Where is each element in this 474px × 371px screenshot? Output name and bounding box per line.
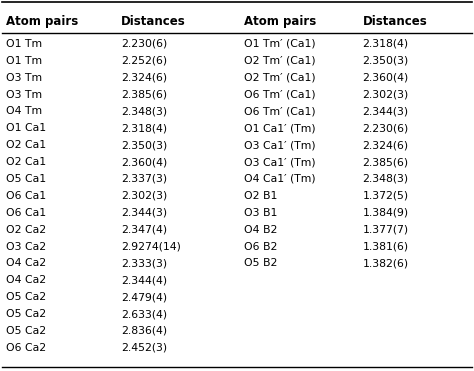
Text: 2.360(4): 2.360(4) (121, 157, 167, 167)
Text: Distances: Distances (363, 15, 428, 28)
Text: O6 Ca2: O6 Ca2 (6, 343, 46, 353)
Text: O5 Ca2: O5 Ca2 (6, 309, 46, 319)
Text: O1 Ca1′ (Tm): O1 Ca1′ (Tm) (244, 123, 316, 133)
Text: O6 Tm′ (Ca1): O6 Tm′ (Ca1) (244, 89, 316, 99)
Text: Distances: Distances (121, 15, 186, 28)
Text: O1 Tm′ (Ca1): O1 Tm′ (Ca1) (244, 39, 316, 49)
Text: 2.318(4): 2.318(4) (363, 39, 409, 49)
Text: 2.344(4): 2.344(4) (121, 275, 167, 285)
Text: 2.350(3): 2.350(3) (121, 140, 167, 150)
Text: O2 B1: O2 B1 (244, 191, 277, 201)
Text: 1.372(5): 1.372(5) (363, 191, 409, 201)
Text: 2.385(6): 2.385(6) (121, 89, 167, 99)
Text: 2.252(6): 2.252(6) (121, 56, 167, 66)
Text: Atom pairs: Atom pairs (244, 15, 316, 28)
Text: O6 Ca1: O6 Ca1 (6, 191, 46, 201)
Text: O2 Ca1: O2 Ca1 (6, 157, 46, 167)
Text: 1.377(7): 1.377(7) (363, 224, 409, 234)
Text: O2 Ca2: O2 Ca2 (6, 224, 46, 234)
Text: 2.348(3): 2.348(3) (363, 174, 409, 184)
Text: O2 Tm′ (Ca1): O2 Tm′ (Ca1) (244, 73, 316, 83)
Text: O3 B1: O3 B1 (244, 208, 277, 218)
Text: 2.324(6): 2.324(6) (121, 73, 167, 83)
Text: 2.452(3): 2.452(3) (121, 343, 167, 353)
Text: 1.381(6): 1.381(6) (363, 242, 409, 252)
Text: O1 Tm: O1 Tm (6, 56, 42, 66)
Text: O4 Ca2: O4 Ca2 (6, 275, 46, 285)
Text: 2.230(6): 2.230(6) (363, 123, 409, 133)
Text: 2.302(3): 2.302(3) (121, 191, 167, 201)
Text: O2 Tm′ (Ca1): O2 Tm′ (Ca1) (244, 56, 316, 66)
Text: O4 Ca1′ (Tm): O4 Ca1′ (Tm) (244, 174, 316, 184)
Text: O3 Tm: O3 Tm (6, 73, 42, 83)
Text: 2.318(4): 2.318(4) (121, 123, 167, 133)
Text: 2.479(4): 2.479(4) (121, 292, 167, 302)
Text: 1.382(6): 1.382(6) (363, 258, 409, 268)
Text: 2.385(6): 2.385(6) (363, 157, 409, 167)
Text: 2.337(3): 2.337(3) (121, 174, 167, 184)
Text: O4 Ca2: O4 Ca2 (6, 258, 46, 268)
Text: O6 Tm′ (Ca1): O6 Tm′ (Ca1) (244, 106, 316, 116)
Text: 2.302(3): 2.302(3) (363, 89, 409, 99)
Text: O6 Ca1: O6 Ca1 (6, 208, 46, 218)
Text: 2.350(3): 2.350(3) (363, 56, 409, 66)
Text: O4 Tm: O4 Tm (6, 106, 42, 116)
Text: 2.230(6): 2.230(6) (121, 39, 167, 49)
Text: 2.360(4): 2.360(4) (363, 73, 409, 83)
Text: 2.348(3): 2.348(3) (121, 106, 167, 116)
Text: 2.344(3): 2.344(3) (363, 106, 409, 116)
Text: Atom pairs: Atom pairs (6, 15, 78, 28)
Text: 2.347(4): 2.347(4) (121, 224, 167, 234)
Text: O3 Tm: O3 Tm (6, 89, 42, 99)
Text: O3 Ca1′ (Tm): O3 Ca1′ (Tm) (244, 140, 316, 150)
Text: O5 Ca2: O5 Ca2 (6, 292, 46, 302)
Text: 2.324(6): 2.324(6) (363, 140, 409, 150)
Text: O5 Ca2: O5 Ca2 (6, 326, 46, 336)
Text: O5 B2: O5 B2 (244, 258, 277, 268)
Text: O2 Ca1: O2 Ca1 (6, 140, 46, 150)
Text: O6 B2: O6 B2 (244, 242, 277, 252)
Text: 2.9274(14): 2.9274(14) (121, 242, 181, 252)
Text: O3 Ca2: O3 Ca2 (6, 242, 46, 252)
Text: O4 B2: O4 B2 (244, 224, 277, 234)
Text: O1 Ca1: O1 Ca1 (6, 123, 46, 133)
Text: 2.836(4): 2.836(4) (121, 326, 167, 336)
Text: 2.333(3): 2.333(3) (121, 258, 167, 268)
Text: 2.344(3): 2.344(3) (121, 208, 167, 218)
Text: O3 Ca1′ (Tm): O3 Ca1′ (Tm) (244, 157, 316, 167)
Text: O1 Tm: O1 Tm (6, 39, 42, 49)
Text: O5 Ca1: O5 Ca1 (6, 174, 46, 184)
Text: 1.384(9): 1.384(9) (363, 208, 409, 218)
Text: 2.633(4): 2.633(4) (121, 309, 167, 319)
